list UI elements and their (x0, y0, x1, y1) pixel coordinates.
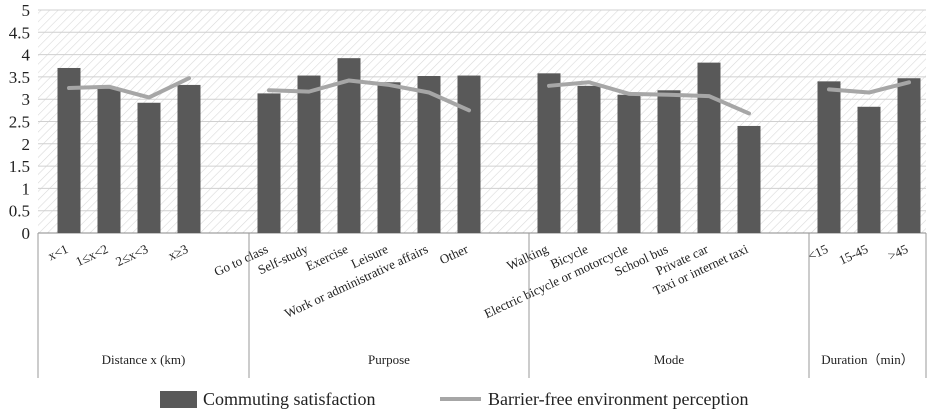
category-label: >45 (885, 241, 910, 263)
series-line (67, 76, 191, 100)
bar (257, 93, 281, 233)
series-line (827, 80, 911, 95)
bar (337, 58, 361, 233)
y-tick-label: 1 (22, 179, 31, 198)
y-tick-label: 0 (22, 224, 31, 243)
series-line (267, 78, 471, 113)
bar (897, 78, 921, 233)
bar (457, 75, 481, 233)
legend: Commuting satisfaction Barrier-free envir… (160, 389, 749, 409)
series-line (547, 80, 751, 116)
bar (857, 106, 881, 233)
category-label: 1≤x<2 (73, 241, 110, 269)
bar (177, 84, 201, 233)
bar (417, 76, 441, 234)
bar (617, 94, 641, 234)
y-tick-label: 2 (22, 135, 31, 154)
bar (377, 82, 401, 233)
legend-label: Commuting satisfaction (203, 389, 376, 409)
y-tick-label: 1.5 (9, 157, 30, 176)
y-tick-label: 4.5 (9, 23, 30, 42)
bar (817, 81, 841, 233)
bar (537, 73, 561, 233)
y-tick-label: 0.5 (9, 202, 30, 221)
category-label: x<1 (45, 241, 70, 263)
bar (697, 62, 721, 234)
category-label: Electric bicycle or motorcycle (482, 241, 631, 321)
category-labels: x<1 1≤x<2 2≤x<3 x≥3 Go to classSelf-studyExe… (45, 241, 910, 321)
bar (657, 90, 681, 233)
bar (97, 88, 121, 233)
category-label: Walking (504, 241, 550, 273)
legend-swatch-bar (160, 391, 197, 408)
category-label: x≥3 (166, 241, 191, 263)
group-label: Duration（min） (821, 352, 913, 367)
group-label: Distance x (km) (102, 352, 186, 367)
y-axis-ticks: 0 0.5 1 1.5 2 2.5 3 3.5 4 4.5 5 (9, 1, 31, 243)
bar (737, 125, 761, 233)
bar (57, 67, 81, 233)
lines (67, 76, 911, 116)
group-label: Mode (654, 352, 685, 367)
group-label: Purpose (368, 352, 410, 367)
bars (57, 58, 921, 234)
category-label: Exercise (303, 241, 350, 274)
y-tick-label: 2.5 (9, 113, 30, 132)
y-tick-label: 4 (22, 46, 31, 65)
legend-label: Barrier-free environment perception (488, 389, 749, 409)
category-label: Other (437, 241, 471, 267)
category-label: 15-45 (836, 241, 870, 267)
bar (577, 85, 601, 233)
y-tick-label: 3.5 (9, 68, 30, 87)
bar (137, 102, 161, 233)
y-tick-label: 5 (22, 1, 31, 20)
y-tick-label: 3 (22, 90, 31, 109)
category-label: 2≤x<3 (113, 241, 150, 269)
bar (297, 75, 321, 233)
group-axis: Distance x (km) Purpose Mode Duration（min） (37, 233, 927, 378)
